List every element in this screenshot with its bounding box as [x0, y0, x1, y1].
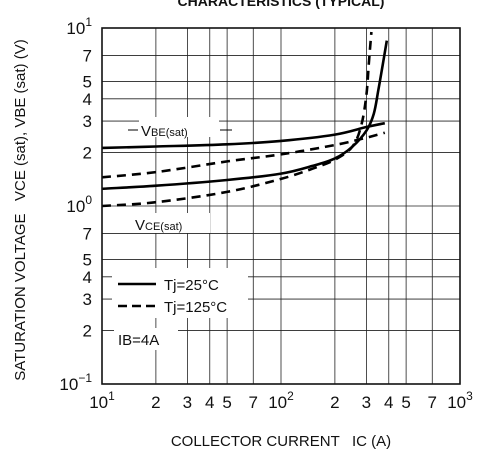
x-tick-label-12: 103 — [447, 389, 473, 412]
x-tick-label-4: 5 — [222, 393, 231, 412]
legend-label-1: Tj=125°C — [164, 299, 227, 316]
x-tick-label-8: 3 — [362, 393, 371, 412]
y-tick-label-1: 7 — [83, 47, 92, 66]
x-tick-label-5: 7 — [249, 393, 258, 412]
y-tick-label-2: 5 — [83, 73, 92, 92]
x-tick-label-10: 5 — [401, 393, 410, 412]
series-group — [101, 31, 389, 208]
x-tick-label-1: 2 — [151, 393, 160, 412]
x-tick-label-0: 101 — [89, 389, 115, 412]
x-tick-label-3: 4 — [205, 393, 214, 412]
vce-sat-label: VCE(sat) — [135, 217, 182, 234]
x-tick-label-7: 2 — [330, 393, 339, 412]
x-tick-label-2: 3 — [183, 393, 192, 412]
y-tick-label-12: 10−1 — [59, 371, 92, 394]
y-tick-label-10: 3 — [83, 290, 92, 309]
y-tick-label-0: 101 — [66, 15, 92, 38]
x-tick-label-11: 7 — [428, 393, 437, 412]
legend-bg — [112, 268, 248, 318]
ib-label: IB=4A — [118, 332, 159, 349]
vce-label-bg — [132, 213, 210, 233]
y-tick-label-6: 100 — [66, 193, 92, 216]
y-tick-label-11: 2 — [83, 321, 92, 340]
legend-label-0: Tj=25°C — [164, 277, 219, 294]
x-axis-label: COLLECTOR CURRENT IC (A) — [171, 433, 391, 450]
x-tick-label-9: 4 — [384, 393, 393, 412]
plot-frame — [101, 27, 461, 385]
y-axis-label: SATURATION VOLTAGE VCE (sat), VBE (sat) … — [12, 39, 29, 380]
vbe-label-bg — [139, 117, 219, 137]
series-line-0 — [101, 121, 386, 150]
y-tick-label-4: 3 — [83, 112, 92, 131]
series-line-1 — [101, 131, 386, 179]
x-tick-label-6: 102 — [268, 389, 294, 412]
y-tick-label-7: 7 — [83, 225, 92, 244]
y-tick-label-5: 2 — [83, 143, 92, 162]
vbe-sat-label: VBE(sat) — [141, 123, 188, 140]
ib-label-bg — [114, 328, 178, 350]
legend: Tj=25°C Tj=125°C — [112, 268, 248, 318]
y-tick-label-8: 5 — [83, 251, 92, 270]
y-tick-label-3: 4 — [83, 90, 92, 109]
chart-title: CHARACTERISTICS (TYPICAL) — [178, 0, 385, 9]
series-line-3 — [101, 31, 373, 208]
series-line-2 — [101, 40, 389, 191]
y-tick-label-9: 4 — [83, 268, 92, 287]
annotations: VBE(sat) VCE(sat) IB=4A — [114, 117, 232, 350]
